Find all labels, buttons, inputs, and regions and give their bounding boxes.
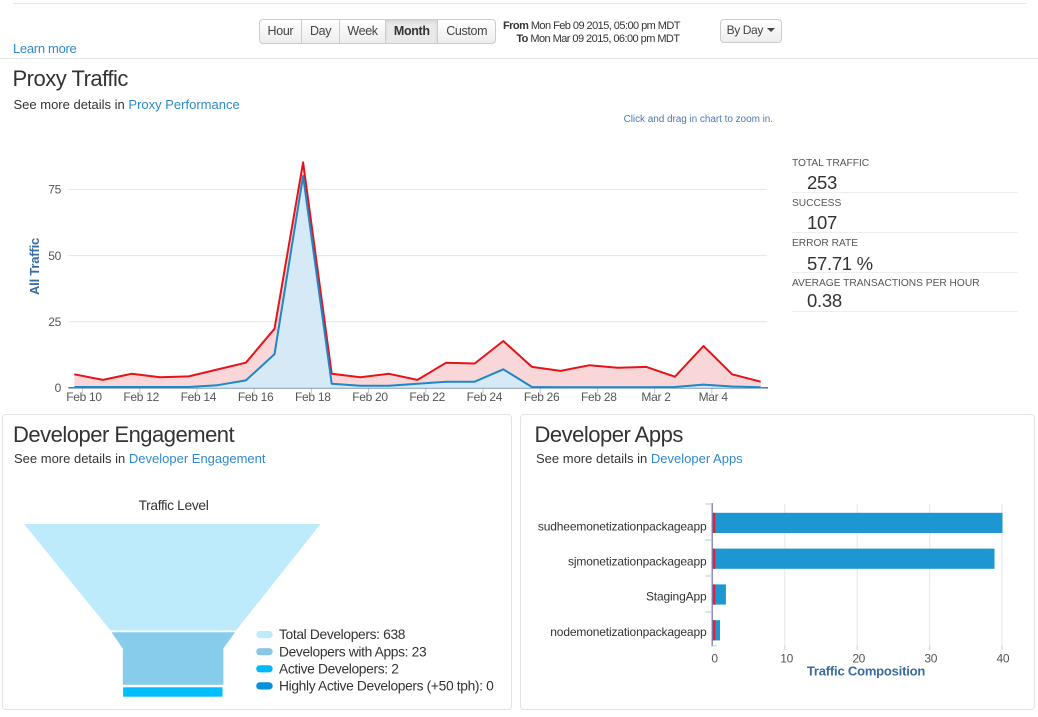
svg-text:Feb 26: Feb 26 [524, 390, 560, 404]
svg-text:StagingApp: StagingApp [646, 589, 707, 603]
svg-text:sjmonetizationpackageapp: sjmonetizationpackageapp [568, 555, 707, 569]
svg-text:Developers with Apps: 23: Developers with Apps: 23 [279, 644, 427, 659]
svg-text:Total Developers: 638: Total Developers: 638 [279, 627, 406, 642]
svg-text:Mar 2: Mar 2 [641, 390, 671, 404]
svg-text:25: 25 [48, 315, 61, 329]
svg-text:40: 40 [997, 652, 1010, 666]
svg-text:30: 30 [924, 652, 937, 666]
svg-text:Feb 18: Feb 18 [295, 390, 331, 404]
svg-text:Feb 16: Feb 16 [238, 390, 274, 404]
svg-text:Traffic Level: Traffic Level [139, 498, 209, 513]
svg-text:Feb 12: Feb 12 [123, 390, 159, 404]
svg-text:All Traffic: All Traffic [27, 238, 42, 295]
svg-text:75: 75 [48, 183, 61, 197]
svg-text:Feb 10: Feb 10 [66, 390, 102, 404]
svg-text:nodemonetizationpackageapp: nodemonetizationpackageapp [550, 625, 707, 639]
svg-text:Feb 22: Feb 22 [409, 390, 445, 404]
svg-text:10: 10 [780, 652, 793, 666]
svg-text:Feb 24: Feb 24 [467, 390, 503, 404]
svg-text:Traffic Composition: Traffic Composition [807, 663, 926, 678]
svg-text:Active Developers: 2: Active Developers: 2 [279, 661, 399, 676]
svg-text:Feb 20: Feb 20 [352, 390, 388, 404]
svg-text:0: 0 [711, 652, 718, 666]
svg-text:Mar 4: Mar 4 [699, 390, 729, 404]
svg-text:20: 20 [852, 652, 865, 666]
svg-text:Highly Active Developers (+50: Highly Active Developers (+50 tph): 0 [279, 679, 494, 694]
svg-text:sudheemonetizationpackageapp: sudheemonetizationpackageapp [538, 519, 707, 533]
svg-text:0: 0 [55, 381, 62, 395]
svg-text:50: 50 [48, 249, 61, 263]
svg-text:Feb 28: Feb 28 [581, 390, 617, 404]
svg-text:Feb 14: Feb 14 [181, 390, 217, 404]
